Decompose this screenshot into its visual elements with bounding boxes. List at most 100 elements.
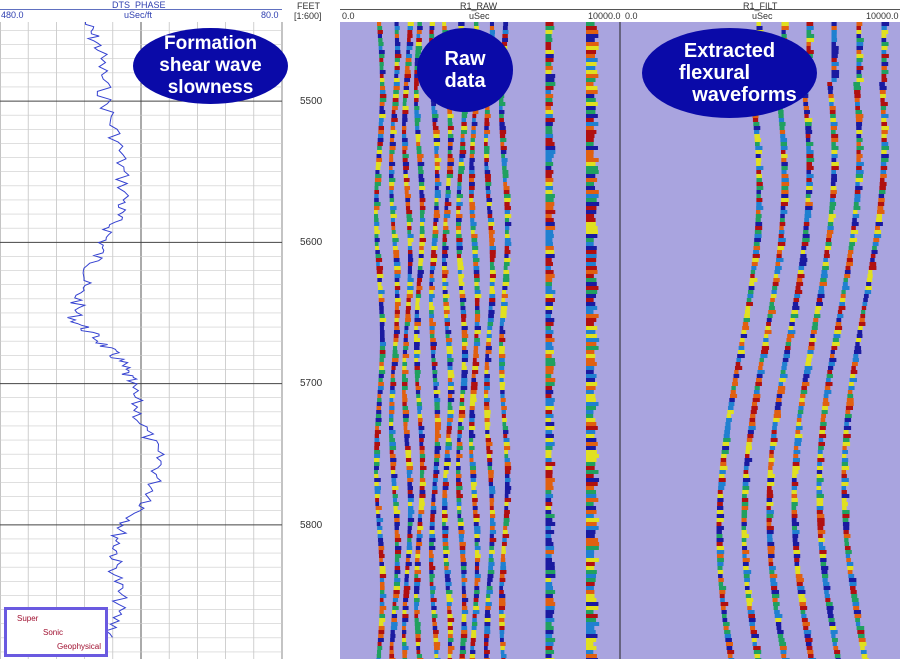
waveform-segment: [459, 146, 466, 150]
waveform-segment: [484, 394, 488, 398]
waveform-segment: [855, 182, 860, 186]
waveform-segment: [792, 538, 798, 542]
waveform-segment: [392, 234, 398, 238]
waveform-segment: [779, 378, 786, 382]
waveform-segment: [586, 642, 594, 646]
waveform-segment: [444, 202, 452, 206]
waveform-segment: [434, 398, 441, 402]
waveform-segment: [377, 638, 384, 642]
waveform-segment: [504, 446, 511, 450]
waveform-segment: [456, 470, 461, 474]
waveform-segment: [758, 366, 763, 370]
waveform-segment: [456, 478, 461, 482]
waveform-segment: [718, 578, 724, 582]
waveform-segment: [469, 158, 475, 162]
waveform-segment: [856, 138, 863, 142]
waveform-segment: [414, 314, 419, 318]
waveform-segment: [393, 586, 401, 590]
waveform-segment: [402, 654, 407, 658]
waveform-segment: [433, 382, 439, 386]
waveform-segment: [545, 122, 553, 126]
waveform-segment: [374, 186, 379, 190]
waveform-segment: [418, 262, 423, 266]
waveform-segment: [488, 482, 494, 486]
waveform-segment: [405, 318, 411, 322]
waveform-segment: [861, 654, 868, 658]
waveform-segment: [545, 102, 553, 106]
waveform-segment: [393, 502, 399, 506]
waveform-segment: [501, 42, 508, 46]
waveform-segment: [389, 146, 396, 150]
waveform-segment: [378, 134, 384, 138]
waveform-segment: [379, 586, 385, 590]
waveform-segment: [405, 310, 411, 314]
waveform-segment: [389, 186, 394, 190]
waveform-segment: [415, 42, 422, 46]
waveform-segment: [378, 130, 385, 134]
waveform-segment: [407, 506, 414, 510]
waveform-segment: [586, 94, 595, 98]
waveform-segment: [485, 350, 492, 354]
waveform-segment: [444, 566, 449, 570]
waveform-segment: [429, 578, 434, 582]
waveform-segment: [402, 126, 407, 130]
waveform-segment: [461, 326, 468, 330]
waveform-segment: [781, 166, 788, 170]
waveform-segment: [407, 238, 414, 242]
waveform-segment: [442, 538, 448, 542]
waveform-segment: [744, 462, 750, 466]
waveform-segment: [749, 278, 758, 282]
waveform-segment: [484, 642, 489, 646]
waveform-segment: [443, 310, 450, 314]
waveform-segment: [742, 546, 748, 550]
waveform-segment: [724, 430, 731, 434]
waveform-segment: [444, 462, 451, 466]
waveform-segment: [429, 326, 435, 330]
waveform-segment: [499, 322, 504, 326]
waveform-segment: [586, 314, 599, 318]
waveform-segment: [379, 354, 386, 358]
waveform-segment: [376, 402, 382, 406]
waveform-segment: [419, 238, 426, 242]
waveform-segment: [434, 166, 441, 170]
waveform-segment: [792, 530, 800, 534]
waveform-segment: [433, 466, 439, 470]
waveform-segment: [829, 110, 836, 114]
waveform-segment: [545, 238, 553, 242]
waveform-segment: [484, 626, 491, 630]
waveform-segment: [407, 490, 413, 494]
waveform-segment: [432, 482, 437, 486]
waveform-segment: [472, 358, 477, 362]
waveform-segment: [484, 122, 490, 126]
waveform-segment: [501, 406, 507, 410]
waveform-segment: [773, 418, 780, 422]
waveform-segment: [747, 610, 755, 614]
waveform-segment: [378, 294, 383, 298]
waveform-segment: [488, 302, 496, 306]
waveform-segment: [474, 290, 481, 294]
waveform-segment: [833, 334, 841, 338]
waveform-segment: [881, 150, 887, 154]
waveform-segment: [433, 138, 441, 142]
waveform-segment: [430, 510, 437, 514]
waveform-segment: [720, 462, 727, 466]
waveform-segment: [781, 178, 789, 182]
waveform-segment: [429, 278, 435, 282]
waveform-segment: [414, 602, 420, 606]
waveform-segment: [414, 346, 420, 350]
waveform-segment: [881, 122, 888, 126]
waveform-segment: [502, 422, 507, 426]
waveform-segment: [379, 118, 384, 122]
waveform-segment: [586, 618, 597, 622]
waveform-segment: [429, 554, 434, 558]
waveform-segment: [484, 118, 490, 122]
waveform-segment: [743, 574, 750, 578]
waveform-segment: [779, 130, 786, 134]
waveform-segment: [854, 198, 861, 202]
waveform-segment: [392, 490, 397, 494]
waveform-segment: [430, 346, 436, 350]
waveform-segment: [404, 190, 409, 194]
waveform-segment: [414, 118, 421, 122]
waveform-segment: [460, 558, 466, 562]
waveform-segment: [586, 594, 595, 598]
